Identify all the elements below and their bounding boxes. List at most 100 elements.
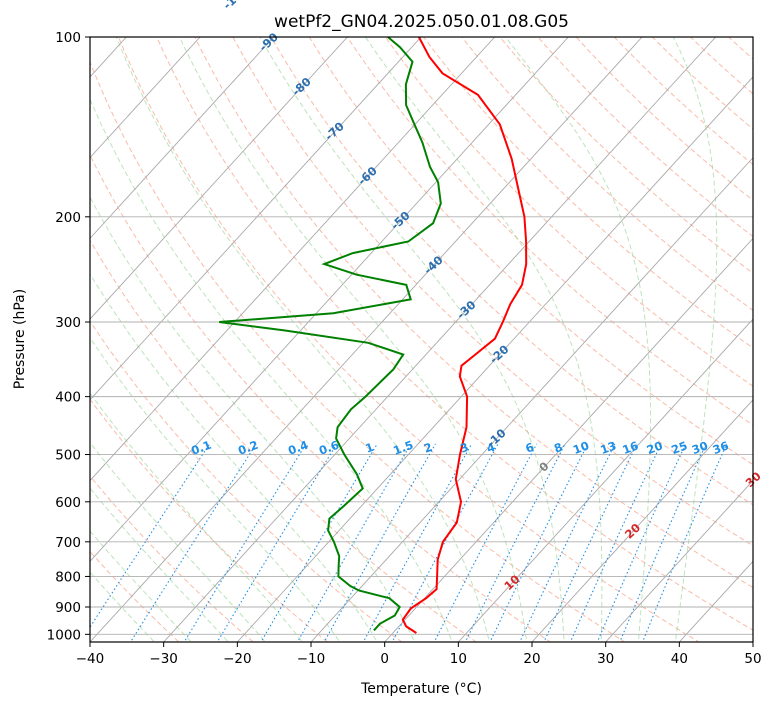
dry-adiabat-line bbox=[346, 37, 753, 426]
moist-adiabat-line bbox=[90, 392, 304, 642]
dewpoint-profile bbox=[219, 37, 442, 632]
dry-adiabat-line bbox=[90, 239, 477, 642]
isotherm-line bbox=[163, 37, 717, 642]
y-tick-label: 900 bbox=[55, 600, 81, 616]
mixing-ratio-label: 25 bbox=[669, 438, 689, 457]
dry-adiabat-line bbox=[90, 60, 626, 642]
mixing-ratio-line bbox=[519, 443, 616, 642]
mixing-ratio-label: 0.2 bbox=[236, 438, 260, 458]
dry-adiabat-line bbox=[90, 153, 552, 642]
mixing-ratio-line bbox=[569, 443, 662, 642]
dry-adiabat-line bbox=[651, 37, 753, 130]
mixing-ratio-line bbox=[596, 443, 687, 642]
y-tick-label: 300 bbox=[55, 315, 81, 331]
isotherm-line bbox=[90, 37, 643, 642]
mixing-ratio-label: 36 bbox=[711, 438, 731, 457]
mixing-ratio-label: 2 bbox=[422, 440, 434, 456]
isotherm-line bbox=[90, 37, 201, 159]
dry-adiabat-line bbox=[90, 398, 329, 642]
isotherm-line bbox=[605, 479, 753, 642]
dry-adiabat-line bbox=[232, 37, 753, 547]
moist-adiabat-line bbox=[672, 37, 718, 642]
moist-adiabat-line bbox=[505, 37, 652, 642]
dry-adiabats bbox=[90, 24, 775, 647]
mixing-ratio-label: 10 bbox=[571, 438, 591, 457]
profiles bbox=[219, 37, 528, 634]
moist-adiabat-line bbox=[90, 196, 416, 642]
moist-adiabat-line bbox=[365, 37, 603, 642]
isotherm-line bbox=[90, 37, 422, 401]
moist-adiabat-line bbox=[90, 530, 192, 642]
x-tick-label: 50 bbox=[744, 651, 761, 667]
mixing-ratio-label: 8 bbox=[552, 440, 564, 456]
y-axis-label: Pressure (hPa) bbox=[12, 289, 28, 389]
dry-adiabat-line bbox=[308, 37, 753, 466]
mixing-ratio-label: 1 bbox=[363, 440, 375, 456]
mixing-ratio-line bbox=[216, 443, 338, 642]
isotherm-line bbox=[90, 37, 496, 482]
y-tick-label: 800 bbox=[55, 569, 81, 585]
isotherm-line bbox=[384, 237, 753, 642]
dry-adiabat-line bbox=[90, 320, 403, 642]
x-tick-label: 10 bbox=[450, 651, 467, 667]
moist-adiabat-line bbox=[90, 571, 156, 642]
isotherm-label: -100 bbox=[220, 0, 251, 12]
temperature-profile bbox=[401, 37, 528, 634]
mixing-ratio-label: 20 bbox=[645, 438, 665, 457]
mixing-ratio-label: 1.5 bbox=[391, 438, 415, 458]
plot-area bbox=[90, 24, 775, 647]
mixing-ratio-line bbox=[260, 443, 378, 642]
isotherm-line bbox=[237, 76, 753, 642]
y-tick-label: 400 bbox=[55, 390, 81, 406]
isotherms bbox=[90, 37, 753, 642]
mixing-ratio-label: 0.4 bbox=[286, 438, 310, 458]
dry-adiabat-line bbox=[752, 24, 775, 647]
moist-adiabat-line bbox=[259, 37, 565, 642]
dry-adiabat-line bbox=[575, 37, 753, 202]
dry-adiabat-line bbox=[90, 475, 254, 642]
moist-adiabat-line bbox=[179, 37, 528, 642]
isotherm-line bbox=[90, 37, 569, 562]
mixing-ratio-line bbox=[642, 443, 728, 642]
x-tick-label: −30 bbox=[149, 651, 178, 667]
mixing-ratio-label: 0.6 bbox=[317, 438, 341, 458]
dry-adiabat-line bbox=[727, 37, 753, 60]
moist-adiabat-line bbox=[90, 441, 266, 642]
x-tick-label: 20 bbox=[523, 651, 540, 667]
moist-adiabat-line bbox=[90, 487, 229, 642]
y-tick-label: 100 bbox=[55, 30, 81, 46]
mixing-ratio-line bbox=[464, 443, 566, 642]
x-axis: −40 −30 −20 −10 0 10 20 30 40 50 bbox=[76, 642, 762, 667]
moist-adiabat-line bbox=[90, 273, 378, 642]
isotherm-label: -90 bbox=[256, 30, 281, 54]
mixing-ratio-line bbox=[296, 443, 412, 642]
dry-adiabat-line bbox=[537, 37, 753, 238]
isotherm-line bbox=[531, 399, 753, 642]
dry-adiabat-line bbox=[499, 37, 753, 274]
dry-adiabat-line bbox=[270, 37, 753, 506]
isotherm-line bbox=[752, 641, 753, 642]
mixing-ratio-line bbox=[90, 443, 211, 629]
dry-adiabat-line bbox=[156, 37, 753, 631]
y-tick-label: 700 bbox=[55, 535, 81, 551]
line-labels: 0.10.20.40.611.52346810131620253036-100-… bbox=[189, 0, 764, 593]
mixing-ratio-label: 13 bbox=[598, 438, 618, 457]
x-tick-label: 40 bbox=[671, 651, 688, 667]
isotherm-line bbox=[310, 156, 753, 642]
y-axis: 1000 900 800 700 600 500 400 300 200 100 bbox=[47, 30, 90, 643]
dry-adiabat-line bbox=[423, 37, 753, 349]
mixing-ratio-label: 6 bbox=[524, 440, 536, 456]
x-axis-label: Temperature (°C) bbox=[360, 681, 482, 697]
mixing-ratio-line bbox=[489, 443, 589, 642]
moist-adiabat-line bbox=[90, 98, 453, 642]
x-tick-label: −40 bbox=[76, 651, 105, 667]
y-tick-label: 1000 bbox=[47, 627, 81, 643]
x-tick-label: 30 bbox=[597, 651, 614, 667]
isotherm-line bbox=[90, 37, 348, 320]
mixing-ratio-line bbox=[323, 443, 436, 642]
plot-frame bbox=[89, 36, 754, 643]
x-tick-label: 0 bbox=[380, 651, 389, 667]
y-tick-label: 200 bbox=[55, 210, 81, 226]
y-tick-label: 600 bbox=[55, 495, 81, 511]
